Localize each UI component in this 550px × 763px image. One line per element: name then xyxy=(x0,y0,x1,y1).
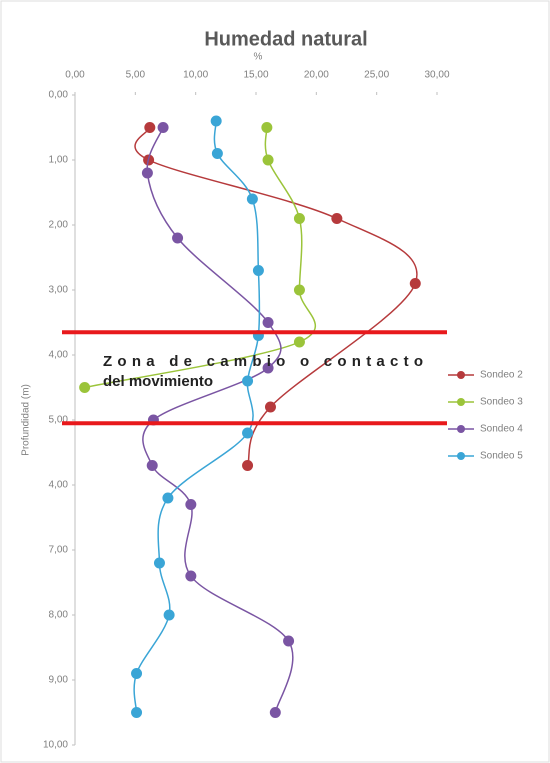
data-point xyxy=(79,382,91,393)
y-tick-label: 8,00 xyxy=(49,610,69,621)
data-point xyxy=(242,427,254,439)
data-point xyxy=(157,122,169,133)
data-point xyxy=(262,362,274,374)
y-tick-label: 0,00 xyxy=(49,90,69,101)
legend-marker xyxy=(457,452,465,460)
data-point xyxy=(269,707,281,718)
data-point xyxy=(210,115,222,127)
data-point xyxy=(144,122,156,133)
y-tick-label: 1,00 xyxy=(49,155,69,166)
x-tick-label: 25,00 xyxy=(364,70,389,81)
data-point xyxy=(153,557,165,569)
annotation-line: del movimiento xyxy=(103,373,213,390)
x-tick-label: 5,00 xyxy=(126,70,146,81)
data-point xyxy=(163,609,175,621)
data-point xyxy=(131,668,143,679)
legend-label: Sondeo 3 xyxy=(480,397,523,408)
data-point xyxy=(242,460,254,471)
data-point xyxy=(409,278,421,289)
y-tick-label: 7,00 xyxy=(49,545,69,556)
x-tick-label: 20,00 xyxy=(304,70,329,81)
data-point xyxy=(185,570,197,582)
y-tick-label: 4,00 xyxy=(49,480,69,491)
y-tick-label: 5,00 xyxy=(49,415,69,426)
x-tick-label: 0,00 xyxy=(65,70,85,81)
x-tick-label: 30,00 xyxy=(424,70,449,81)
legend-marker xyxy=(457,371,465,379)
data-point xyxy=(293,213,305,224)
data-point xyxy=(293,336,305,348)
legend-label: Sondeo 2 xyxy=(480,370,523,381)
y-tick-label: 9,00 xyxy=(49,675,69,686)
data-point xyxy=(264,401,276,413)
data-point xyxy=(162,492,174,504)
y-tick-label: 2,00 xyxy=(49,220,69,231)
y-tick-label: 10,00 xyxy=(43,740,68,751)
chart-title: Humedad natural xyxy=(204,28,367,50)
data-point xyxy=(146,460,158,471)
data-point xyxy=(172,232,184,244)
y-tick-label: 4,00 xyxy=(49,350,69,361)
data-point xyxy=(293,284,305,296)
y-tick-label: 3,00 xyxy=(49,285,69,296)
data-point xyxy=(331,213,343,224)
data-point xyxy=(211,148,223,159)
data-point xyxy=(242,375,254,387)
x-tick-label: 15,00 xyxy=(243,70,268,81)
legend-label: Sondeo 4 xyxy=(480,424,523,435)
data-point xyxy=(262,154,274,166)
legend-label: Sondeo 5 xyxy=(480,451,523,462)
legend-marker xyxy=(457,398,465,406)
data-point xyxy=(141,167,153,179)
legend-marker xyxy=(457,425,465,433)
data-point xyxy=(252,265,264,276)
data-point xyxy=(131,707,143,718)
y-axis-label: Profundidad (m) xyxy=(21,384,32,456)
x-axis-label: % xyxy=(254,52,263,63)
x-tick-label: 10,00 xyxy=(183,70,208,81)
data-point xyxy=(262,317,274,328)
data-point xyxy=(261,122,273,133)
data-point xyxy=(246,193,258,205)
data-point xyxy=(185,499,197,510)
data-point xyxy=(283,635,295,647)
